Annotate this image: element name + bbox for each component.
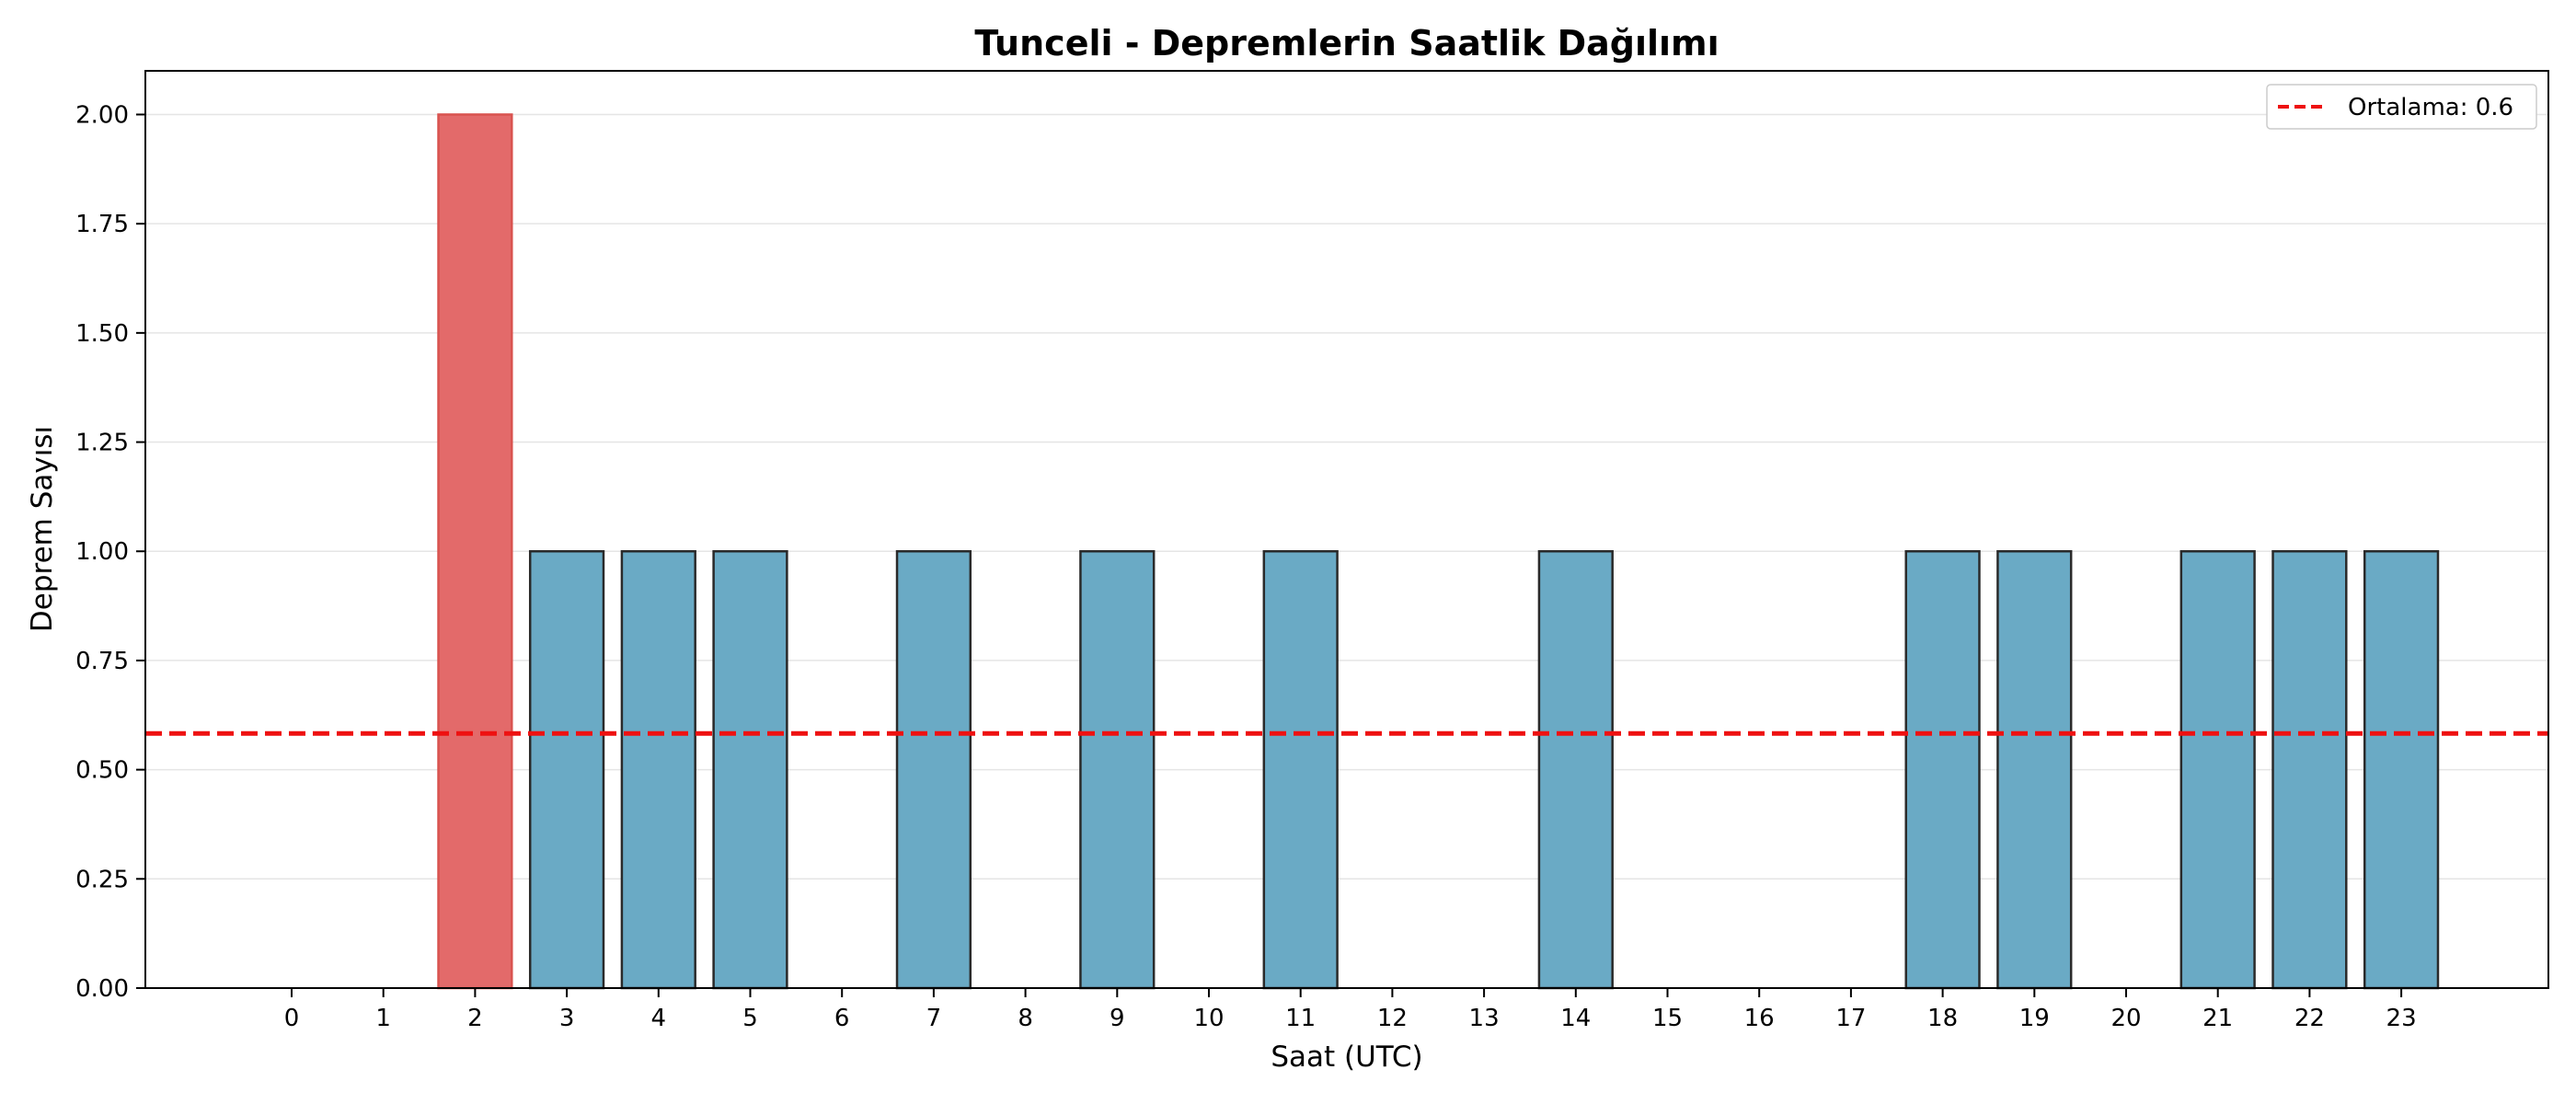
- x-tick-label: 5: [742, 1005, 758, 1032]
- y-tick-label: 2.00: [75, 101, 129, 129]
- bar-hour-4: [620, 549, 696, 990]
- y-tick-label: 0.00: [75, 975, 129, 1003]
- bar-hour-2: [437, 113, 513, 990]
- x-tick-label: 9: [1110, 1005, 1125, 1032]
- y-tick-label: 0.25: [75, 866, 129, 893]
- bar-hour-23: [2363, 549, 2440, 990]
- bar-hour-11: [1262, 549, 1339, 990]
- x-tick-label: 14: [1560, 1005, 1591, 1032]
- bar-hour-5: [712, 549, 788, 990]
- x-tick-label: 10: [1193, 1005, 1224, 1032]
- x-tick-label: 23: [2386, 1005, 2417, 1032]
- bars: [437, 113, 2440, 990]
- y-tick-label: 0.75: [75, 648, 129, 675]
- x-tick-label: 13: [1469, 1005, 1500, 1032]
- y-tick-label: 1.00: [75, 538, 129, 566]
- legend: Ortalama: 0.6: [2266, 84, 2537, 130]
- bar-hour-14: [1537, 549, 1614, 990]
- bar-hour-19: [1996, 549, 2073, 990]
- legend-box: [2266, 84, 2537, 130]
- bar-hour-22: [2271, 549, 2348, 990]
- bar-hour-7: [895, 549, 972, 990]
- x-tick-label: 4: [651, 1005, 667, 1032]
- x-tick-label: 8: [1018, 1005, 1033, 1032]
- x-tick-label: 12: [1377, 1005, 1408, 1032]
- bar-hour-21: [2179, 549, 2256, 990]
- x-tick-label: 3: [559, 1005, 575, 1032]
- y-tick-label: 0.50: [75, 757, 129, 785]
- bar-hour-18: [1904, 549, 1981, 990]
- y-tick-label: 1.75: [75, 211, 129, 238]
- bar-hour-9: [1079, 549, 1156, 990]
- legend-mean-label: Ortalama: 0.6: [2348, 94, 2513, 121]
- x-tick-label: 21: [2202, 1005, 2233, 1032]
- y-tick-label: 1.25: [75, 430, 129, 457]
- x-tick-label: 18: [1927, 1005, 1958, 1032]
- bar-hour-3: [528, 549, 605, 990]
- y-axis-label: Deprem Sayısı: [26, 426, 59, 632]
- y-axis-ticks: 0.00 0.25 0.50 0.75 1.00 1.25 1.50 1.75 2.00: [75, 101, 145, 1003]
- x-tick-label: 20: [2110, 1005, 2141, 1032]
- x-tick-label: 16: [1744, 1005, 1775, 1032]
- x-tick-label: 2: [467, 1005, 483, 1032]
- x-tick-label: 1: [375, 1005, 391, 1032]
- x-tick-label: 0: [284, 1005, 300, 1032]
- chart-title: Tunceli - Depremlerin Saatlik Dağılımı: [974, 23, 1719, 63]
- plot-frame: [144, 70, 2549, 989]
- x-tick-label: 6: [834, 1005, 850, 1032]
- y-tick-label: 1.50: [75, 320, 129, 348]
- x-tick-label: 7: [926, 1005, 942, 1032]
- x-tick-label: 11: [1285, 1005, 1316, 1032]
- x-tick-label: 17: [1835, 1005, 1866, 1032]
- x-tick-label: 19: [2019, 1005, 2050, 1032]
- x-axis-ticks: 0 1 2 3 4 5 6 7 8 9 10 11 12 13 14 15 16 17 18 19 20 21 22 23: [284, 988, 2417, 1032]
- x-axis-label: Saat (UTC): [1271, 1041, 1422, 1074]
- x-tick-label: 15: [1652, 1005, 1683, 1032]
- x-tick-label: 22: [2294, 1005, 2325, 1032]
